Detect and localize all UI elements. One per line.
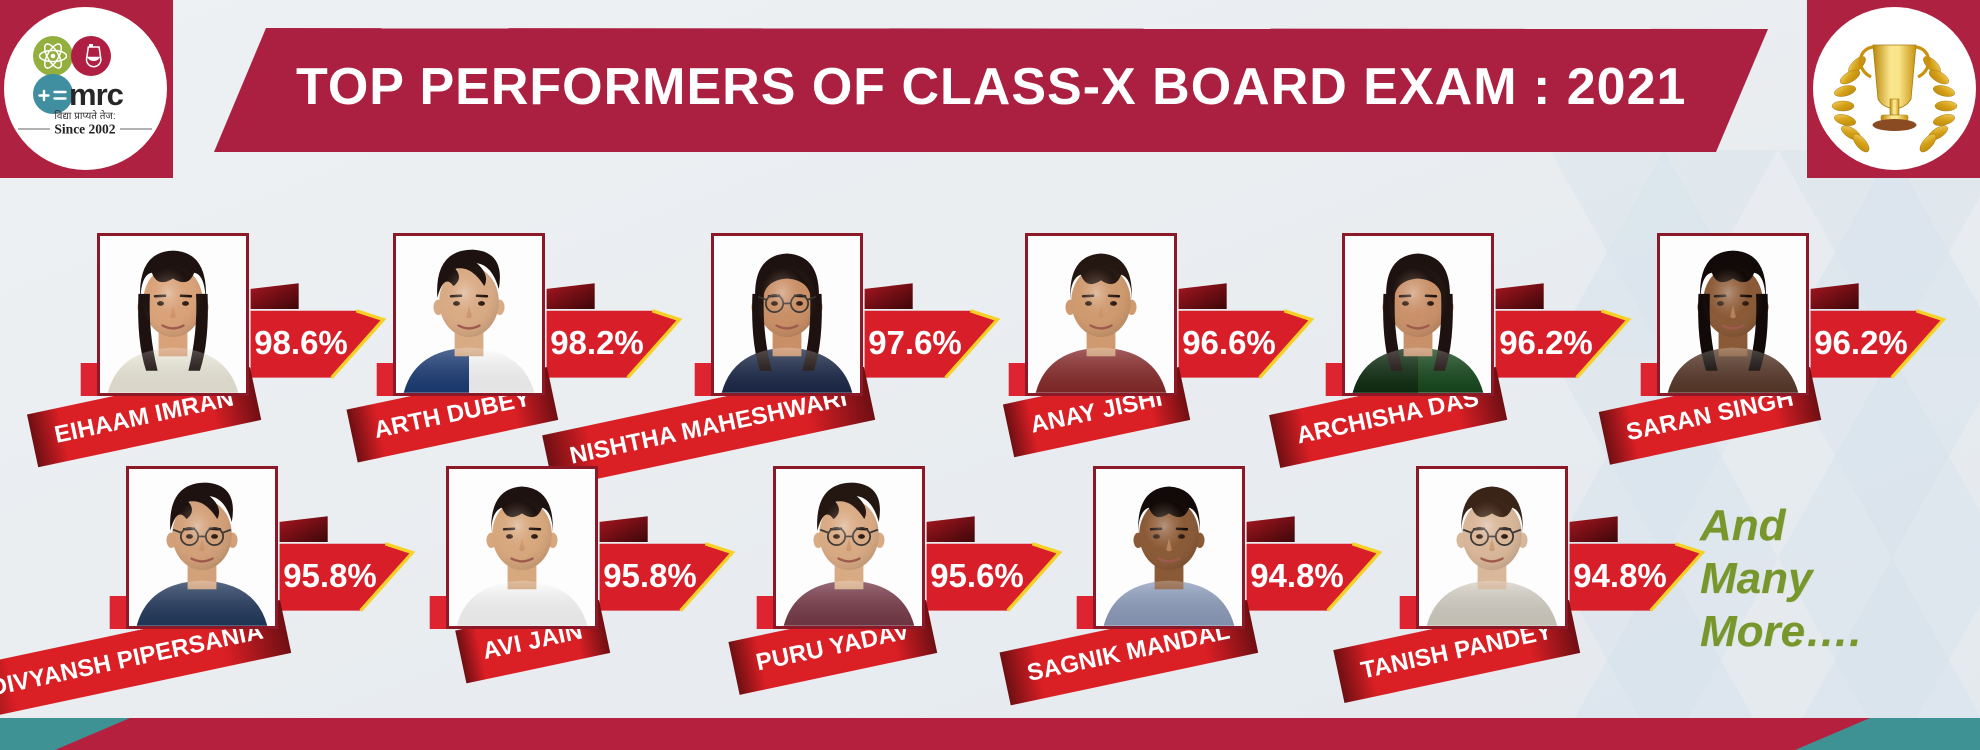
svg-text:95.8%: 95.8% <box>603 557 697 594</box>
svg-text:TOP PERFORMERS OF CLASS-X BOAR: TOP PERFORMERS OF CLASS-X BOARD EXAM : 2… <box>296 58 1686 116</box>
svg-text:95.8%: 95.8% <box>284 557 378 594</box>
svg-text:95.6%: 95.6% <box>930 557 1024 594</box>
svg-text:94.8%: 94.8% <box>1251 557 1345 594</box>
svg-text:96.2%: 96.2% <box>1814 324 1908 361</box>
svg-text:97.6%: 97.6% <box>868 324 962 361</box>
svg-text:98.2%: 98.2% <box>551 324 645 361</box>
svg-text:96.2%: 96.2% <box>1499 324 1593 361</box>
svg-text:94.8%: 94.8% <box>1573 557 1667 594</box>
svg-text:98.6%: 98.6% <box>254 324 348 361</box>
svg-text:96.6%: 96.6% <box>1183 324 1277 361</box>
